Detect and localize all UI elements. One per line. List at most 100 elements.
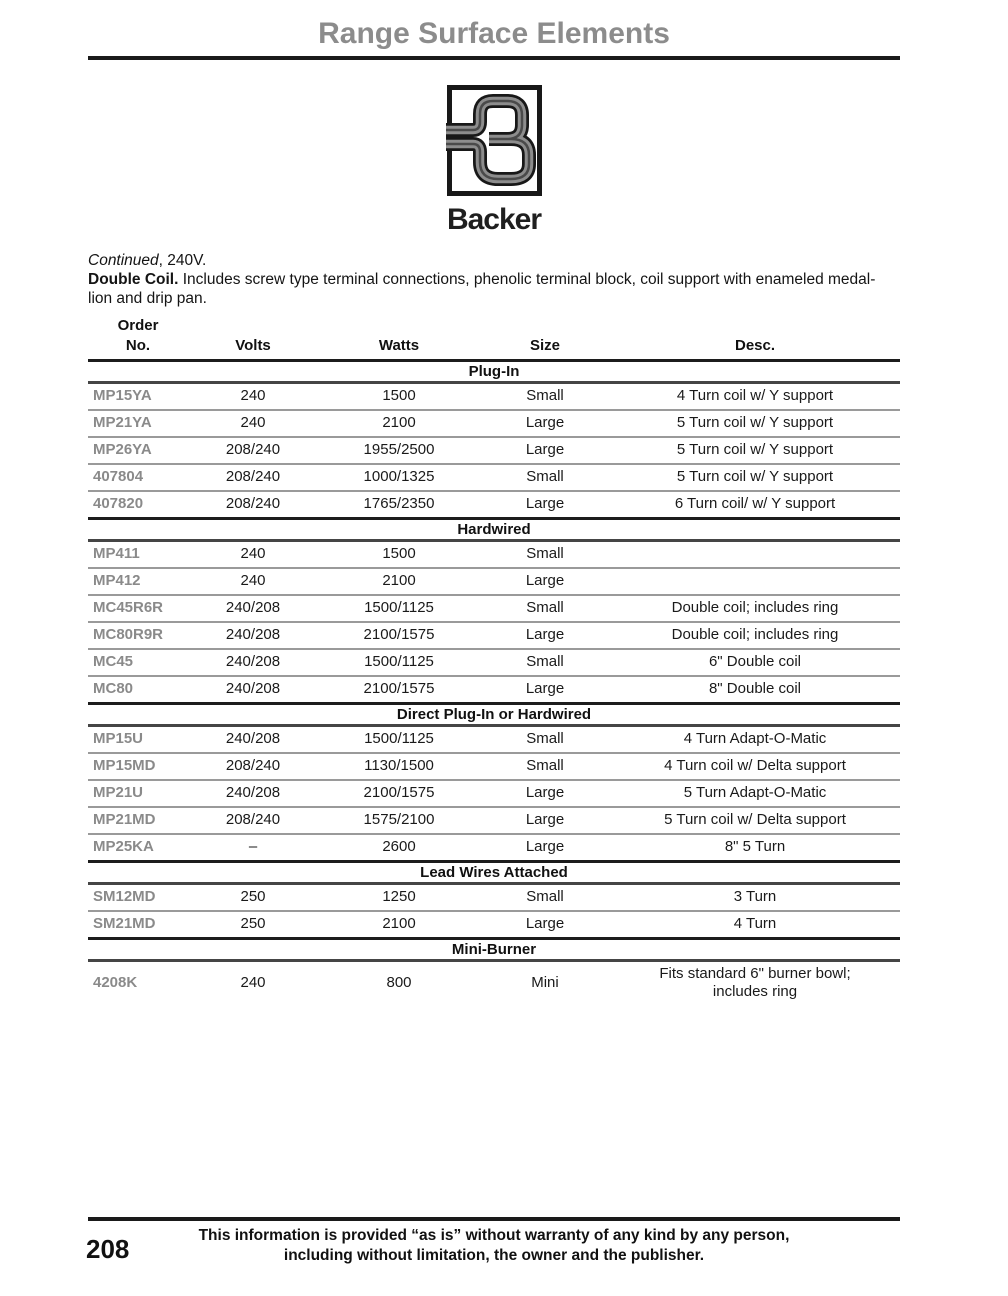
continued-line: Continued, 240V. <box>88 251 900 270</box>
cell-order-no: MP15MD <box>88 752 188 780</box>
table-row: MP21YA 240 2100 Large 5 Turn coil w/ Y suppo… <box>88 409 900 437</box>
cell-watts: 2600 <box>318 833 480 862</box>
table-row: MP412 240 2100 Large <box>88 567 900 595</box>
cell-volts: 208/240 <box>188 752 318 780</box>
cell-volts: 250 <box>188 910 318 939</box>
cell-volts: – <box>188 833 318 862</box>
cell-desc: 6 Turn coil/ w/ Y support <box>610 490 900 519</box>
cell-desc: 4 Turn Adapt-O-Matic <box>610 724 900 753</box>
section-header-row: Plug-In <box>88 359 900 384</box>
cell-watts: 1500/1125 <box>318 648 480 676</box>
table-row: MP25KA –2600 Large 8" 5 Turn <box>88 833 900 862</box>
section-label: Plug-In <box>88 359 900 384</box>
cell-size: Small <box>480 752 610 780</box>
backer-b-tube-logo-icon <box>445 85 543 201</box>
table-row: 4208K 240 800 Mini Fits standard 6" burner b… <box>88 959 900 1005</box>
cell-watts: 1955/2500 <box>318 436 480 464</box>
cell-volts: 240/208 <box>188 594 318 622</box>
title-rule <box>88 56 900 60</box>
description-line1: Includes screw type terminal connections… <box>178 271 876 288</box>
cell-desc: 5 Turn coil w/ Delta support <box>610 806 900 834</box>
table-row: MC45R6R 240/208 1500/1125 Small Double coil;… <box>88 594 900 622</box>
cell-order-no: MP21MD <box>88 806 188 834</box>
table-row: MP15U 240/208 1500/1125 Small 4 Turn Adapt-O… <box>88 724 900 753</box>
cell-volts: 240 <box>188 381 318 410</box>
cell-size: Mini <box>480 959 610 1005</box>
cell-order-no: MP21YA <box>88 409 188 437</box>
cell-volts: 208/240 <box>188 806 318 834</box>
cell-size: Large <box>480 806 610 834</box>
cell-watts: 1500 <box>318 381 480 410</box>
column-header: Watts <box>318 316 480 362</box>
page-number: 208 <box>86 1234 130 1264</box>
cell-watts: 2100 <box>318 567 480 595</box>
cell-desc: 4 Turn coil w/ Delta support <box>610 752 900 780</box>
section-label: Lead Wires Attached <box>88 860 900 885</box>
cell-order-no: MP15YA <box>88 381 188 410</box>
cell-volts: 240/208 <box>188 779 318 807</box>
cell-size: Large <box>480 409 610 437</box>
table-row: MC80 240/208 2100/1575 Large 8" Double coil <box>88 675 900 704</box>
cell-desc: 5 Turn coil w/ Y support <box>610 436 900 464</box>
table-head: Order No. Volts Watts Size Desc. <box>88 316 900 362</box>
cell-watts: 800 <box>318 959 480 1005</box>
description-text: Double Coil. Includes screw type termina… <box>88 270 900 308</box>
cell-desc: 8" Double coil <box>610 675 900 704</box>
cell-desc: 3 Turn <box>610 882 900 911</box>
cell-volts: 208/240 <box>188 490 318 519</box>
cell-watts: 1500/1125 <box>318 724 480 753</box>
cell-volts: 250 <box>188 882 318 911</box>
cell-desc: 4 Turn <box>610 910 900 939</box>
table-row: MP21MD 208/240 1575/2100 Large 5 Turn coil w… <box>88 806 900 834</box>
cell-desc: Fits standard 6" burner bowl; includes r… <box>610 959 900 1005</box>
double-coil-lead: Double Coil. <box>88 271 179 288</box>
cell-volts: 240/208 <box>188 675 318 704</box>
cell-volts: 240/208 <box>188 724 318 753</box>
cell-size: Large <box>480 779 610 807</box>
cell-size: Large <box>480 490 610 519</box>
cell-desc: Double coil; includes ring <box>610 594 900 622</box>
cell-watts: 1765/2350 <box>318 490 480 519</box>
cell-order-no: 407820 <box>88 490 188 519</box>
cell-watts: 1500 <box>318 539 480 568</box>
cell-size: Large <box>480 436 610 464</box>
section-header-row: Lead Wires Attached <box>88 860 900 885</box>
table-row: SM21MD 250 2100 Large 4 Turn <box>88 910 900 939</box>
cell-desc <box>610 567 900 595</box>
column-header: Volts <box>188 316 318 362</box>
section-header-row: Direct Plug-In or Hardwired <box>88 702 900 727</box>
section-label: Direct Plug-In or Hardwired <box>88 702 900 727</box>
cell-volts: 240/208 <box>188 621 318 649</box>
cell-size: Small <box>480 463 610 491</box>
cell-size: Large <box>480 910 610 939</box>
cell-volts: 240 <box>188 959 318 1005</box>
table-row: MP411 240 1500 Small <box>88 539 900 568</box>
cell-desc: 4 Turn coil w/ Y support <box>610 381 900 410</box>
cell-size: Small <box>480 381 610 410</box>
column-header-row: Order No. Volts Watts Size Desc. <box>88 316 900 362</box>
table-body: Plug-In MP15YA 240 1500 Small 4 Turn coil w/ … <box>88 359 900 1005</box>
disclaimer-line1: This information is provided “as is” wit… <box>198 1227 790 1244</box>
column-header: Size <box>480 316 610 362</box>
cell-watts: 1000/1325 <box>318 463 480 491</box>
cell-size: Large <box>480 833 610 862</box>
cell-watts: 1500/1125 <box>318 594 480 622</box>
cell-desc: Double coil; includes ring <box>610 621 900 649</box>
cell-size: Large <box>480 621 610 649</box>
table-row: MC45 240/208 1500/1125 Small 6" Double coil <box>88 648 900 676</box>
cell-size: Small <box>480 724 610 753</box>
cell-volts: 240 <box>188 539 318 568</box>
section-header-row: Mini-Burner <box>88 937 900 962</box>
cell-order-no: SM21MD <box>88 910 188 939</box>
cell-size: Small <box>480 882 610 911</box>
cell-watts: 2100 <box>318 409 480 437</box>
cell-size: Small <box>480 539 610 568</box>
cell-watts: 1250 <box>318 882 480 911</box>
table-row: MP21U 240/208 2100/1575 Large 5 Turn Adapt-O… <box>88 779 900 807</box>
cell-volts: 240 <box>188 409 318 437</box>
cell-order-no: SM12MD <box>88 882 188 911</box>
cell-watts: 2100 <box>318 910 480 939</box>
cell-volts: 208/240 <box>188 463 318 491</box>
cell-order-no: MC80 <box>88 675 188 704</box>
brand-logo-block: Backer <box>88 84 900 237</box>
